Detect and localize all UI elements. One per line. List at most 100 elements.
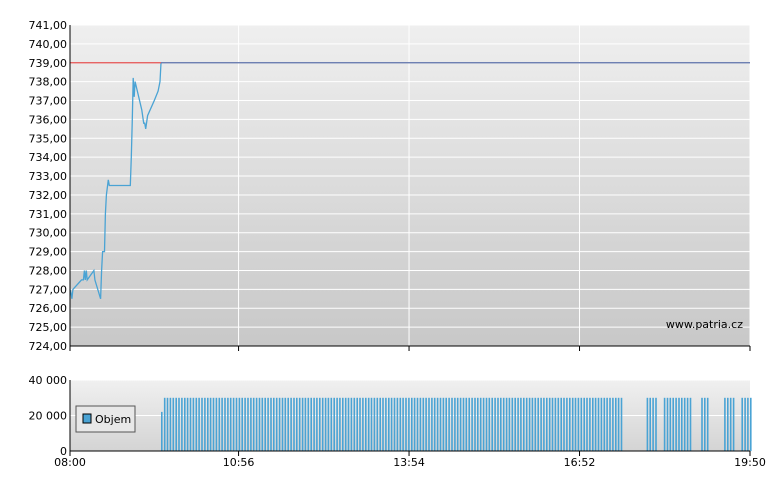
volume-bar xyxy=(663,397,666,452)
price-y-tick-label: 730,00 xyxy=(29,227,68,240)
price-y-tick-label: 741,00 xyxy=(29,19,68,32)
volume-bar xyxy=(583,397,585,452)
volume-bar xyxy=(396,397,399,452)
volume-bar xyxy=(675,397,677,452)
volume-bar xyxy=(563,397,565,452)
volume-bar xyxy=(523,397,525,452)
volume-bar xyxy=(359,397,361,452)
volume-bar xyxy=(221,397,223,452)
volume-bar xyxy=(181,397,183,452)
volume-bar xyxy=(224,397,226,452)
volume-bar xyxy=(264,397,266,452)
volume-bar xyxy=(229,397,232,452)
volume-bar xyxy=(465,397,468,452)
volume-bar xyxy=(511,397,514,452)
volume-bar xyxy=(494,397,496,452)
x-tick-label: 13:54 xyxy=(393,456,425,469)
volume-bar xyxy=(313,397,315,452)
volume-bar xyxy=(296,397,298,452)
volume-bar xyxy=(238,397,241,452)
volume-bar xyxy=(172,397,175,452)
volume-bar xyxy=(557,397,560,452)
volume-bar xyxy=(520,397,522,452)
volume-bar xyxy=(416,397,419,452)
volume-bar xyxy=(235,397,238,452)
volume-bar xyxy=(540,397,542,452)
volume-bar xyxy=(161,411,163,451)
volume-bar xyxy=(646,397,649,452)
volume-bar xyxy=(615,397,617,452)
volume-bar xyxy=(330,397,333,452)
volume-bar xyxy=(741,397,743,452)
volume-bar xyxy=(609,397,611,452)
volume-bar xyxy=(347,397,350,452)
volume-bar xyxy=(212,397,215,452)
volume-bar xyxy=(365,397,367,452)
volume-bar xyxy=(342,397,344,452)
volume-bar xyxy=(706,397,709,452)
volume-bar xyxy=(459,397,462,452)
volume-bar xyxy=(195,397,198,452)
volume-bar xyxy=(198,397,200,452)
volume-bar xyxy=(747,397,749,452)
volume-bar xyxy=(448,397,450,452)
price-y-tick-label: 729,00 xyxy=(29,246,68,259)
volume-bar xyxy=(207,397,209,452)
volume-bar xyxy=(704,397,706,452)
legend-swatch xyxy=(82,413,92,424)
volume-bar xyxy=(244,397,246,452)
volume-bar xyxy=(293,397,295,452)
watermark: www.patria.cz xyxy=(666,318,743,331)
volume-bar xyxy=(592,397,594,452)
volume-bar xyxy=(319,397,321,452)
volume-bar xyxy=(250,397,252,452)
volume-bar xyxy=(333,397,335,452)
volume-bar xyxy=(425,397,427,452)
volume-bar xyxy=(353,397,356,452)
volume-bar xyxy=(468,397,470,452)
volume-bar xyxy=(252,397,255,452)
volume-bar xyxy=(479,397,482,452)
volume-bar xyxy=(577,397,580,452)
volume-bar xyxy=(258,397,261,452)
volume-bar xyxy=(508,397,511,452)
volume-bar xyxy=(497,397,499,452)
price-y-tick-label: 740,00 xyxy=(29,38,68,51)
volume-bar xyxy=(175,397,177,452)
x-axis-labels: 08:00 10:56 13:54 16:52 19:50 xyxy=(54,346,766,469)
x-tick-label: 16:52 xyxy=(564,456,596,469)
volume-bar xyxy=(411,397,413,452)
volume-bar xyxy=(620,397,623,452)
volume-bar xyxy=(574,397,577,452)
volume-bar xyxy=(477,397,479,452)
volume-bar xyxy=(548,397,551,452)
volume-bar xyxy=(301,397,304,452)
volume-bar xyxy=(474,397,476,452)
price-line xyxy=(69,62,162,299)
volume-bar xyxy=(163,397,166,452)
volume-bar xyxy=(433,397,436,452)
volume-bar xyxy=(681,397,683,452)
volume-bar xyxy=(324,397,327,452)
volume-bar xyxy=(528,397,531,452)
volume-bar xyxy=(192,397,195,452)
price-y-axis-labels: 741,00 740,00 739,00 738,00 737,00 736,00 735,… xyxy=(29,19,68,353)
volume-y-tick-label: 0 xyxy=(60,445,67,458)
volume-bar xyxy=(419,397,422,452)
x-tick-label: 08:00 xyxy=(54,456,86,469)
volume-bar xyxy=(428,397,430,452)
price-y-tick-label: 731,00 xyxy=(29,208,68,221)
volume-bar xyxy=(517,397,519,452)
volume-bar xyxy=(178,397,180,452)
price-y-tick-label: 726,00 xyxy=(29,302,68,315)
volume-bar xyxy=(569,397,571,452)
volume-bar xyxy=(336,397,338,452)
volume-bar xyxy=(261,397,264,452)
volume-bar xyxy=(399,397,402,452)
volume-bar xyxy=(344,397,347,452)
price-y-tick-label: 739,00 xyxy=(29,57,68,70)
volume-bar xyxy=(321,397,324,452)
volume-bar xyxy=(339,397,341,452)
volume-bar xyxy=(589,397,591,452)
